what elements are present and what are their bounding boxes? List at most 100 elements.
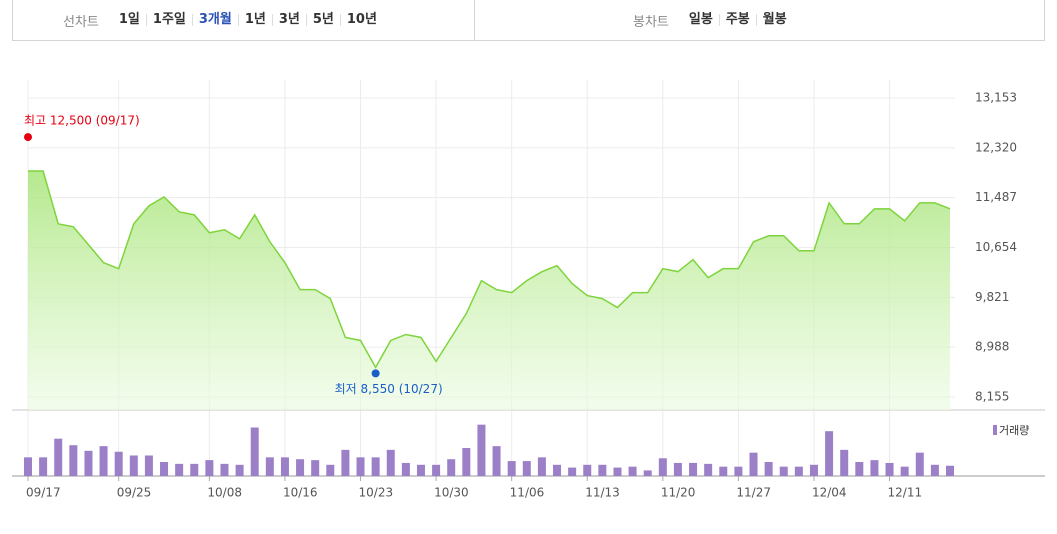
volume-bar bbox=[54, 438, 63, 476]
volume-bar bbox=[689, 462, 698, 476]
volume-bar bbox=[311, 460, 320, 476]
volume-bar bbox=[930, 464, 939, 476]
volume-bar bbox=[658, 458, 667, 476]
volume-bar bbox=[447, 459, 456, 476]
volume-bar bbox=[855, 462, 864, 476]
candle-chart-tools: 봉차트 일봉 주봉 월봉 bbox=[474, 0, 1044, 40]
volume-bar bbox=[809, 464, 818, 476]
legend-label: 거래량 bbox=[999, 424, 1029, 437]
x-tick-label: 09/25 bbox=[117, 486, 152, 500]
y-tick-label: 8,155 bbox=[975, 390, 1009, 404]
volume-bar bbox=[356, 457, 365, 476]
toolbar: 선차트 1일 1주일 3개월 1년 3년 5년 10년 봉차트 일봉 주봉 월봉 bbox=[12, 0, 1045, 41]
volume-bar bbox=[946, 465, 954, 476]
volume-bar bbox=[326, 464, 335, 476]
annotation-label: 최저 8,550 (10/27) bbox=[335, 382, 443, 396]
volume-bar bbox=[704, 463, 713, 476]
y-tick-label: 10,654 bbox=[975, 240, 1017, 254]
volume-bar bbox=[235, 464, 244, 476]
volume-bar bbox=[190, 463, 199, 476]
volume-bar bbox=[734, 466, 743, 476]
volume-bar bbox=[613, 467, 622, 476]
period-option[interactable]: 1주일 bbox=[145, 13, 192, 26]
period-option[interactable]: 일봉 bbox=[688, 12, 713, 27]
volume-bar bbox=[160, 462, 169, 476]
volume-bar bbox=[900, 466, 909, 476]
volume-bar bbox=[144, 455, 153, 476]
volume-bar bbox=[401, 462, 410, 476]
annotation-dot bbox=[24, 133, 32, 142]
price-line bbox=[28, 170, 951, 369]
x-tick-label: 12/04 bbox=[812, 486, 847, 500]
volume-bar bbox=[432, 464, 441, 476]
period-option[interactable]: 월봉 bbox=[755, 13, 793, 26]
volume-bar bbox=[537, 457, 546, 476]
volume-bar bbox=[84, 450, 93, 476]
volume-bar bbox=[24, 457, 32, 476]
volume-bar bbox=[220, 463, 229, 476]
volume-bar bbox=[129, 455, 138, 476]
volume-bar bbox=[280, 457, 289, 476]
x-tick-label: 10/23 bbox=[359, 486, 394, 500]
x-tick-label: 10/30 bbox=[434, 486, 469, 500]
volume-bar bbox=[794, 466, 803, 476]
period-option[interactable]: 1년 bbox=[237, 13, 272, 26]
x-tick-label: 10/16 bbox=[283, 486, 318, 500]
volume-bar bbox=[477, 424, 486, 476]
volume-bar bbox=[99, 446, 108, 476]
volume-bar bbox=[628, 466, 637, 476]
volume-bar bbox=[492, 446, 501, 476]
volume-bar bbox=[840, 449, 849, 476]
volume-bar bbox=[250, 427, 259, 476]
period-option[interactable]: 10년 bbox=[339, 13, 383, 26]
volume-bar bbox=[885, 462, 894, 476]
volume-bar bbox=[719, 466, 728, 476]
volume-bar bbox=[779, 466, 788, 476]
period-option[interactable]: 3년 bbox=[271, 13, 306, 26]
annotation-label: 최고 12,500 (09/17) bbox=[24, 114, 140, 128]
y-tick-label: 12,320 bbox=[975, 140, 1017, 154]
volume-bar bbox=[416, 464, 425, 476]
x-tick-label: 12/11 bbox=[888, 486, 923, 500]
volume-bar bbox=[371, 457, 380, 476]
candle-chart-label: 봉차트 bbox=[633, 14, 669, 30]
volume-bar bbox=[643, 470, 652, 476]
period-option[interactable]: 5년 bbox=[305, 13, 340, 26]
volume-bar bbox=[205, 460, 214, 476]
volume-bar bbox=[825, 431, 834, 476]
volume-bar bbox=[507, 461, 516, 476]
volume-bar bbox=[341, 449, 350, 476]
volume-bar bbox=[386, 449, 395, 476]
volume-bar bbox=[39, 457, 48, 476]
volume-bar bbox=[69, 445, 78, 476]
price-area bbox=[28, 170, 950, 410]
volume-bar bbox=[522, 461, 531, 476]
line-chart-tools: 선차트 1일 1주일 3개월 1년 3년 5년 10년 bbox=[13, 0, 474, 40]
volume-bar bbox=[764, 462, 773, 476]
period-option[interactable]: 주봉 bbox=[718, 13, 756, 26]
volume-bar bbox=[296, 459, 305, 476]
x-tick-label: 09/17 bbox=[26, 486, 61, 500]
volume-bar bbox=[114, 451, 123, 476]
y-tick-label: 13,153 bbox=[975, 91, 1017, 105]
x-tick-label: 11/20 bbox=[661, 486, 696, 500]
volume-bar bbox=[749, 452, 758, 476]
x-tick-label: 10/08 bbox=[207, 486, 242, 500]
line-chart-label: 선차트 bbox=[63, 14, 99, 30]
period-option[interactable]: 3개월 bbox=[191, 13, 238, 26]
y-tick-label: 11,487 bbox=[975, 190, 1017, 204]
annotation-dot bbox=[371, 369, 380, 378]
volume-bar bbox=[553, 464, 562, 476]
volume-bar bbox=[598, 464, 607, 476]
volume-bar bbox=[175, 463, 184, 476]
volume-bar bbox=[673, 462, 682, 476]
y-tick-label: 9,821 bbox=[975, 290, 1009, 304]
period-option[interactable]: 1일 bbox=[118, 12, 140, 27]
legend-swatch bbox=[993, 425, 997, 435]
volume-bar bbox=[870, 460, 879, 476]
volume-bar bbox=[915, 452, 924, 476]
volume-bar bbox=[265, 457, 274, 476]
volume-bar bbox=[583, 464, 592, 476]
